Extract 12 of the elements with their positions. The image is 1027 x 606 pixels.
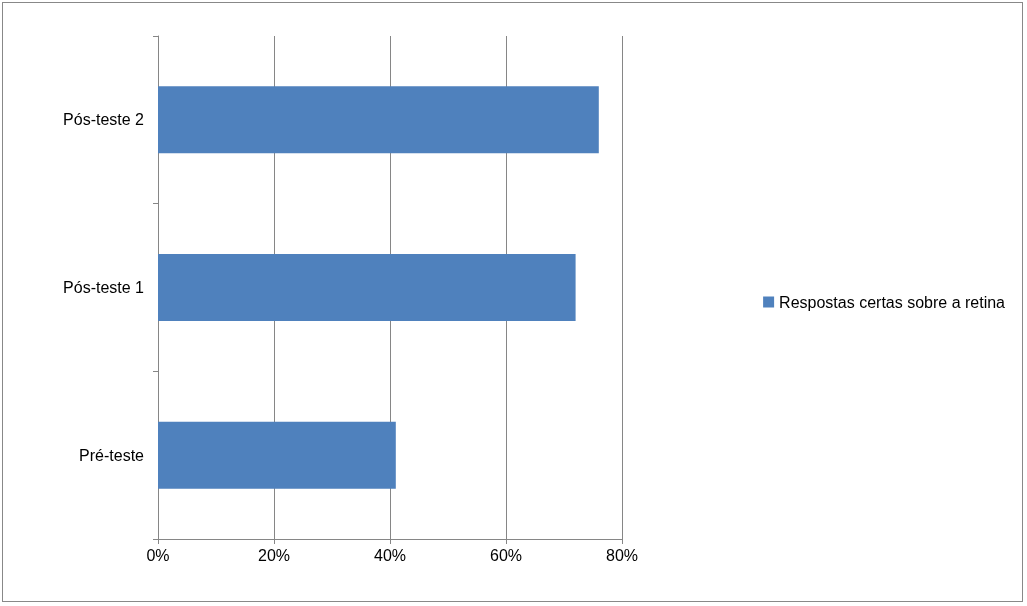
y-tick-label: Pré-teste <box>79 446 145 464</box>
bar <box>158 421 396 489</box>
bar <box>158 86 599 154</box>
x-tick-label: 20% <box>257 546 291 564</box>
y-tick-label: Pós-teste 2 <box>63 111 145 129</box>
x-tick-label: 0% <box>146 546 170 564</box>
x-tick-label: 80% <box>605 546 639 564</box>
x-tick-label: 40% <box>373 546 407 564</box>
legend-label: Respostas certas sobre a retina <box>779 293 1006 311</box>
bar <box>158 253 576 322</box>
x-tick-label: 60% <box>489 546 523 564</box>
y-tick-label: Pós-teste 1 <box>63 279 145 296</box>
